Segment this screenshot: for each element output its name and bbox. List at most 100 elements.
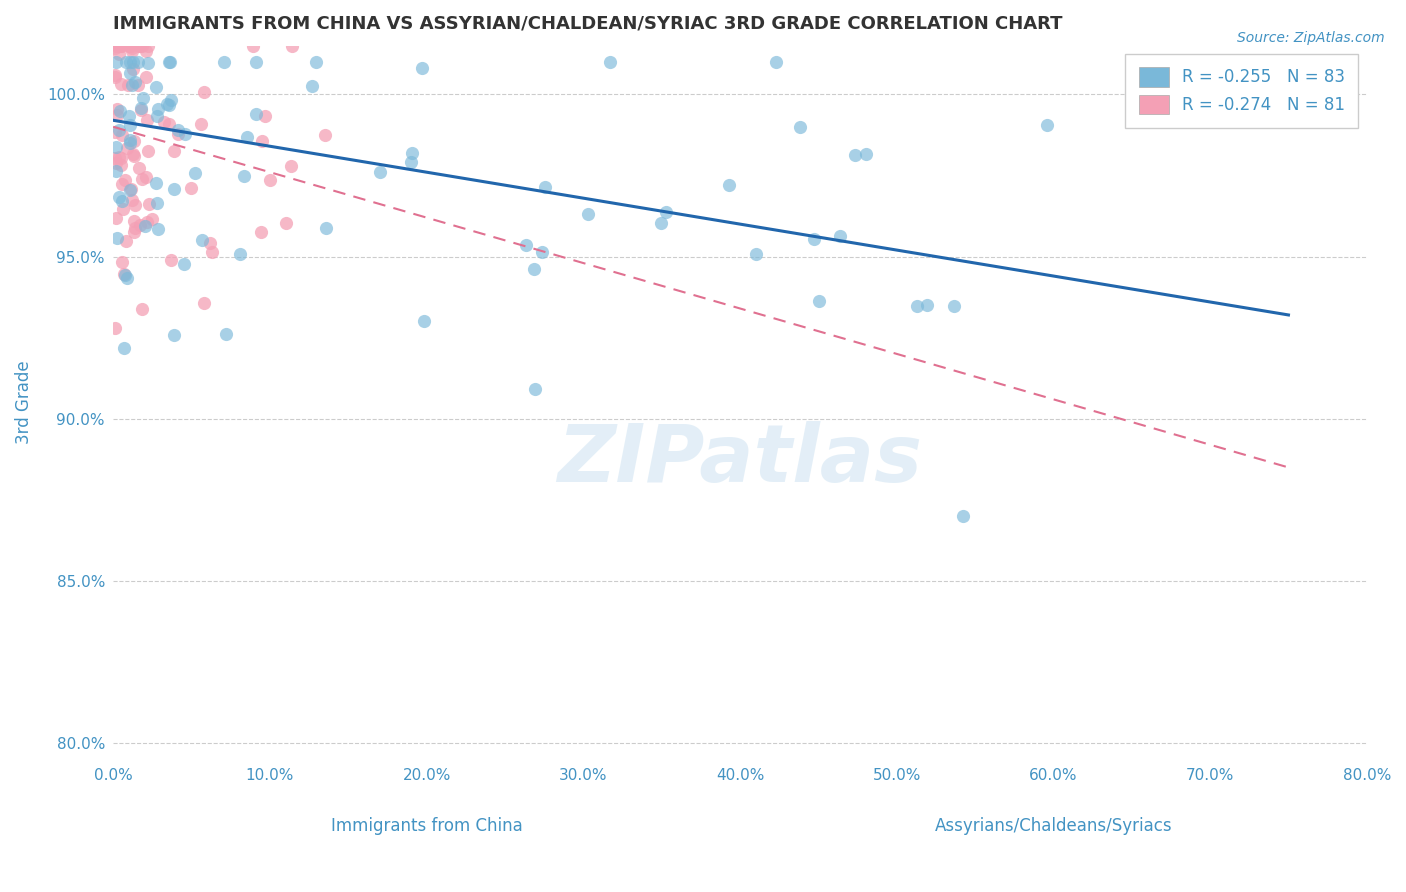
Point <box>828 229 851 244</box>
Point <box>135 70 157 85</box>
Point <box>134 219 156 233</box>
Point <box>145 80 167 95</box>
Point <box>117 109 139 123</box>
Point <box>122 225 145 239</box>
Point <box>105 139 128 153</box>
Point <box>111 38 134 53</box>
Point <box>190 117 212 131</box>
Point <box>146 222 169 236</box>
Point <box>105 54 128 69</box>
Point <box>249 225 271 239</box>
Point <box>193 85 215 99</box>
Point <box>104 151 127 165</box>
Point <box>274 216 297 230</box>
Point <box>515 238 537 252</box>
Point <box>245 106 267 120</box>
Point <box>184 166 207 180</box>
Point <box>108 104 131 119</box>
Point <box>128 161 150 176</box>
Text: ZIPatlas: ZIPatlas <box>558 421 922 499</box>
Point <box>129 101 152 115</box>
Point <box>110 77 132 91</box>
Point <box>129 218 152 232</box>
Point <box>193 296 215 310</box>
Point <box>655 205 678 219</box>
Point <box>368 165 391 179</box>
Point <box>160 252 183 267</box>
Point <box>167 122 190 136</box>
Point <box>105 164 128 178</box>
Point <box>108 190 131 204</box>
Point <box>159 54 181 69</box>
Point <box>104 41 127 55</box>
Point <box>104 70 127 85</box>
Point <box>807 293 830 308</box>
Point <box>115 271 138 285</box>
Point <box>650 216 672 230</box>
Point <box>190 233 212 247</box>
Point <box>108 150 131 164</box>
Text: Immigrants from China: Immigrants from China <box>330 816 523 835</box>
Point <box>105 108 128 122</box>
Point <box>917 298 939 312</box>
Point <box>131 172 153 186</box>
Point <box>111 202 134 216</box>
Text: IMMIGRANTS FROM CHINA VS ASSYRIAN/CHALDEAN/SYRIAC 3RD GRADE CORRELATION CHART: IMMIGRANTS FROM CHINA VS ASSYRIAN/CHALDE… <box>114 15 1063 33</box>
Point <box>146 196 169 211</box>
Point <box>855 147 877 161</box>
Point <box>110 38 132 53</box>
Point <box>530 244 553 259</box>
Point <box>180 180 202 194</box>
Legend: R = -0.255   N = 83, R = -0.274   N = 81: R = -0.255 N = 83, R = -0.274 N = 81 <box>1125 54 1358 128</box>
Point <box>121 193 143 207</box>
Point <box>523 382 546 396</box>
Point <box>120 66 142 80</box>
Point <box>157 54 180 69</box>
Point <box>111 128 134 142</box>
Point <box>135 44 157 58</box>
Point <box>114 172 136 186</box>
Point <box>120 183 142 197</box>
Point <box>301 79 323 94</box>
Point <box>104 155 127 169</box>
Point <box>254 109 277 123</box>
Point <box>844 148 866 162</box>
Point <box>413 313 436 327</box>
Point <box>115 141 138 155</box>
Point <box>135 113 157 128</box>
Point <box>159 93 181 107</box>
Point <box>401 146 423 161</box>
Point <box>411 61 433 75</box>
Point <box>129 103 152 117</box>
Point <box>121 147 143 161</box>
Point <box>121 44 143 58</box>
Point <box>173 127 195 141</box>
Point <box>112 342 135 356</box>
Point <box>110 157 132 171</box>
Point <box>163 182 186 196</box>
Point <box>122 214 145 228</box>
Point <box>905 299 928 313</box>
Point <box>141 212 163 227</box>
Point <box>943 299 966 313</box>
Text: Source: ZipAtlas.com: Source: ZipAtlas.com <box>1237 31 1385 45</box>
Point <box>117 78 139 93</box>
Point <box>120 182 142 196</box>
Point <box>114 268 136 282</box>
Point <box>1036 118 1059 132</box>
Point <box>135 170 157 185</box>
Point <box>523 262 546 277</box>
Point <box>132 91 155 105</box>
Point <box>122 134 145 148</box>
Point <box>120 118 142 132</box>
Point <box>599 54 621 69</box>
Point <box>124 75 146 89</box>
Point <box>105 38 128 53</box>
Point <box>122 149 145 163</box>
Point <box>215 327 238 342</box>
Point <box>105 211 128 226</box>
Point <box>803 232 825 246</box>
Point <box>281 38 304 53</box>
Point <box>138 197 160 211</box>
Point <box>120 38 142 53</box>
